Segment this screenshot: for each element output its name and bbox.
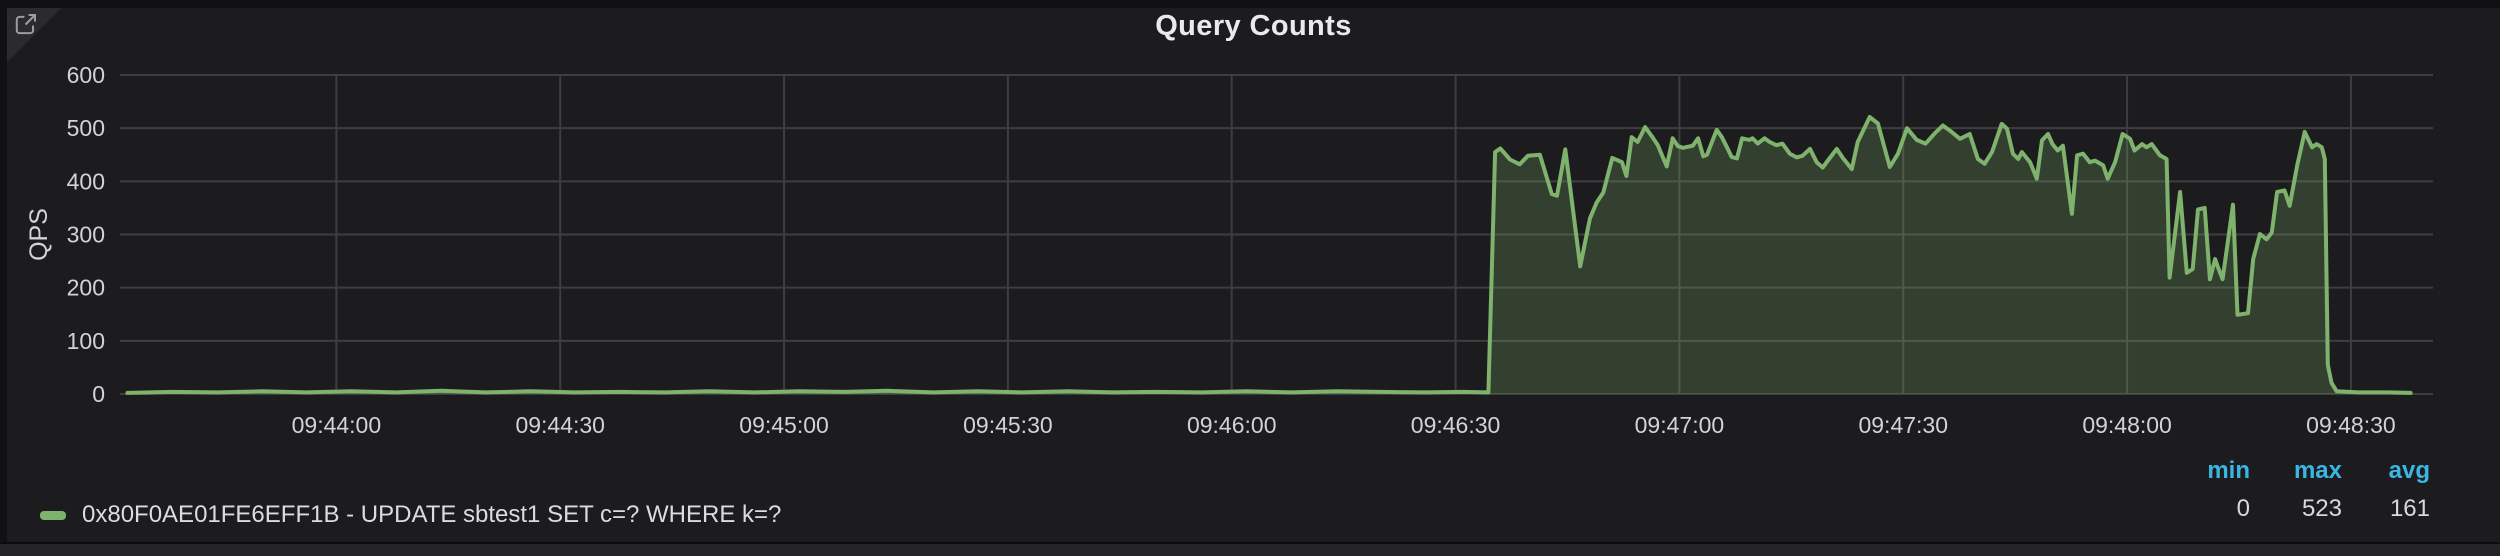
legend-stats-value-row: 0 523 161 (2158, 495, 2430, 523)
legend-series-item[interactable]: 0x80F0AE01FE6EFF1B - UPDATE sbtest1 SET … (40, 501, 781, 529)
svg-text:09:48:30: 09:48:30 (2306, 412, 2396, 438)
x-axis-labels: 09:44:00 09:44:30 09:45:00 09:45:30 09:46:00… (292, 412, 2396, 438)
svg-text:09:47:00: 09:47:00 (1635, 412, 1725, 438)
external-link-icon[interactable] (13, 11, 39, 37)
svg-text:09:44:00: 09:44:00 (292, 412, 382, 438)
svg-text:600: 600 (67, 62, 105, 88)
panel-query-counts: Query Counts (7, 8, 2500, 544)
legend-stats-header-row: min max avg (2158, 457, 2430, 485)
legend-stat-value-max: 523 (2301, 495, 2342, 522)
legend-stat-header-min[interactable]: min (2207, 457, 2250, 484)
svg-text:09:46:00: 09:46:00 (1187, 412, 1277, 438)
svg-text:09:44:30: 09:44:30 (515, 412, 605, 438)
series-line (125, 115, 2413, 395)
series-area (127, 117, 2411, 394)
y-axis-title: QPS (25, 208, 53, 261)
legend-stat-value-avg: 161 (2389, 495, 2430, 522)
panel-row-gap (0, 542, 2500, 556)
panel-title[interactable]: Query Counts (1155, 10, 1352, 42)
svg-text:100: 100 (67, 328, 105, 354)
legend-stat-header-avg[interactable]: avg (2388, 457, 2430, 484)
svg-text:09:45:00: 09:45:00 (739, 412, 829, 438)
svg-text:0: 0 (92, 381, 105, 407)
svg-text:200: 200 (67, 275, 105, 301)
legend-stat-value-min: 0 (2236, 495, 2250, 522)
svg-text:400: 400 (67, 168, 105, 194)
svg-text:09:46:30: 09:46:30 (1411, 412, 1501, 438)
legend-stats: min max avg 0 523 161 (2158, 457, 2430, 523)
svg-text:500: 500 (67, 115, 105, 141)
svg-text:09:45:30: 09:45:30 (963, 412, 1053, 438)
series-color-swatch[interactable] (40, 510, 66, 520)
series-alias[interactable]: 0x80F0AE01FE6EFF1B - UPDATE sbtest1 SET … (82, 501, 782, 528)
legend-stat-header-max[interactable]: max (2293, 457, 2342, 484)
svg-text:09:47:30: 09:47:30 (1858, 412, 1948, 438)
svg-text:09:48:00: 09:48:00 (2082, 412, 2172, 438)
svg-text:300: 300 (67, 222, 105, 248)
y-axis-labels: 0 100 200 300 400 500 600 (67, 62, 105, 407)
